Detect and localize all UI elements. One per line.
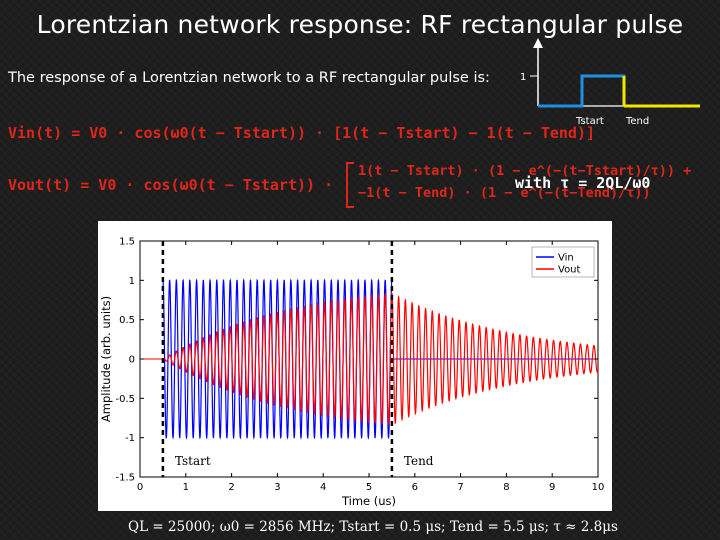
x-tick-label: 2 [228, 482, 234, 493]
y-axis-label: Amplitude (arb. units) [99, 296, 113, 422]
schematic-level-label: 1 [520, 72, 526, 83]
x-tick-label: 9 [549, 482, 555, 493]
vout-equation-prefix: Vout(t) = V0 · cos(ω0(t − Tstart)) · [8, 176, 334, 194]
legend-label-vin: Vin [558, 253, 574, 264]
x-tick-label: 4 [320, 482, 326, 493]
y-tick-label: -0.5 [115, 394, 135, 405]
x-tick-label: 6 [412, 482, 418, 493]
vout-series-line [162, 291, 599, 426]
slide-title: Lorentzian network response: RF rectangu… [36, 10, 684, 39]
tau-definition: with τ = 2QL/ω0 [515, 174, 651, 192]
x-tick-label: 10 [592, 482, 605, 493]
x-tick-label: 5 [366, 482, 372, 493]
x-tick-label: 7 [457, 482, 463, 493]
y-tick-label: 1.5 [119, 237, 135, 248]
y-tick-label: 0.5 [119, 315, 135, 326]
marker-label-tend: Tend [404, 454, 434, 468]
marker-label-tstart: Tstart [175, 454, 211, 468]
plot-panel: Tstart Tend 0 1 2 3 4 5 6 7 8 9 10 1.5 1 0.5 0 -0.5 -1 -1.5… [98, 221, 612, 511]
vout-bracket-left [346, 162, 354, 208]
x-tick-label: 8 [503, 482, 509, 493]
x-axis-label: Time (us) [341, 494, 396, 508]
vout-line-2: −1(t − Tend) · (1 − e^(−(t−Tend)/τ)) [358, 185, 651, 201]
y-tick-label: -1 [125, 433, 135, 444]
schematic-tend-label: Tend [625, 116, 649, 127]
legend-box [531, 246, 595, 278]
y-tick-label: -1.5 [115, 473, 135, 484]
vin-equation: Vin(t) = V0 · cos(ω0(t − Tstart)) · [1(t… [8, 124, 595, 142]
intro-text: The response of a Lorentzian network to … [8, 70, 490, 86]
legend-label-vout: Vout [558, 265, 581, 276]
schematic-tstart-label: Tstart [575, 116, 604, 127]
pulse-schematic: 1 Tstart Tend [520, 38, 700, 127]
schematic-pulse-line [538, 74, 626, 108]
y-tick-label: 0 [129, 355, 135, 366]
x-tick-label: 1 [183, 482, 189, 493]
schematic-y-arrow [533, 38, 543, 48]
response-chart: Tstart Tend 0 1 2 3 4 5 6 7 8 9 10 1.5 1 0.5 0 -0.5 -1 -1.5… [99, 237, 605, 509]
vout-line-1: 1(t − Tstart) · (1 − e^(−(t−Tstart)/τ)) … [358, 163, 692, 179]
y-tick-label: 1 [129, 276, 135, 287]
x-tick-label: 3 [274, 482, 280, 493]
x-tick-label: 0 [137, 482, 143, 493]
parameters-caption: QL = 25000; ω0 = 2856 MHz; Tstart = 0.5 … [128, 519, 618, 535]
